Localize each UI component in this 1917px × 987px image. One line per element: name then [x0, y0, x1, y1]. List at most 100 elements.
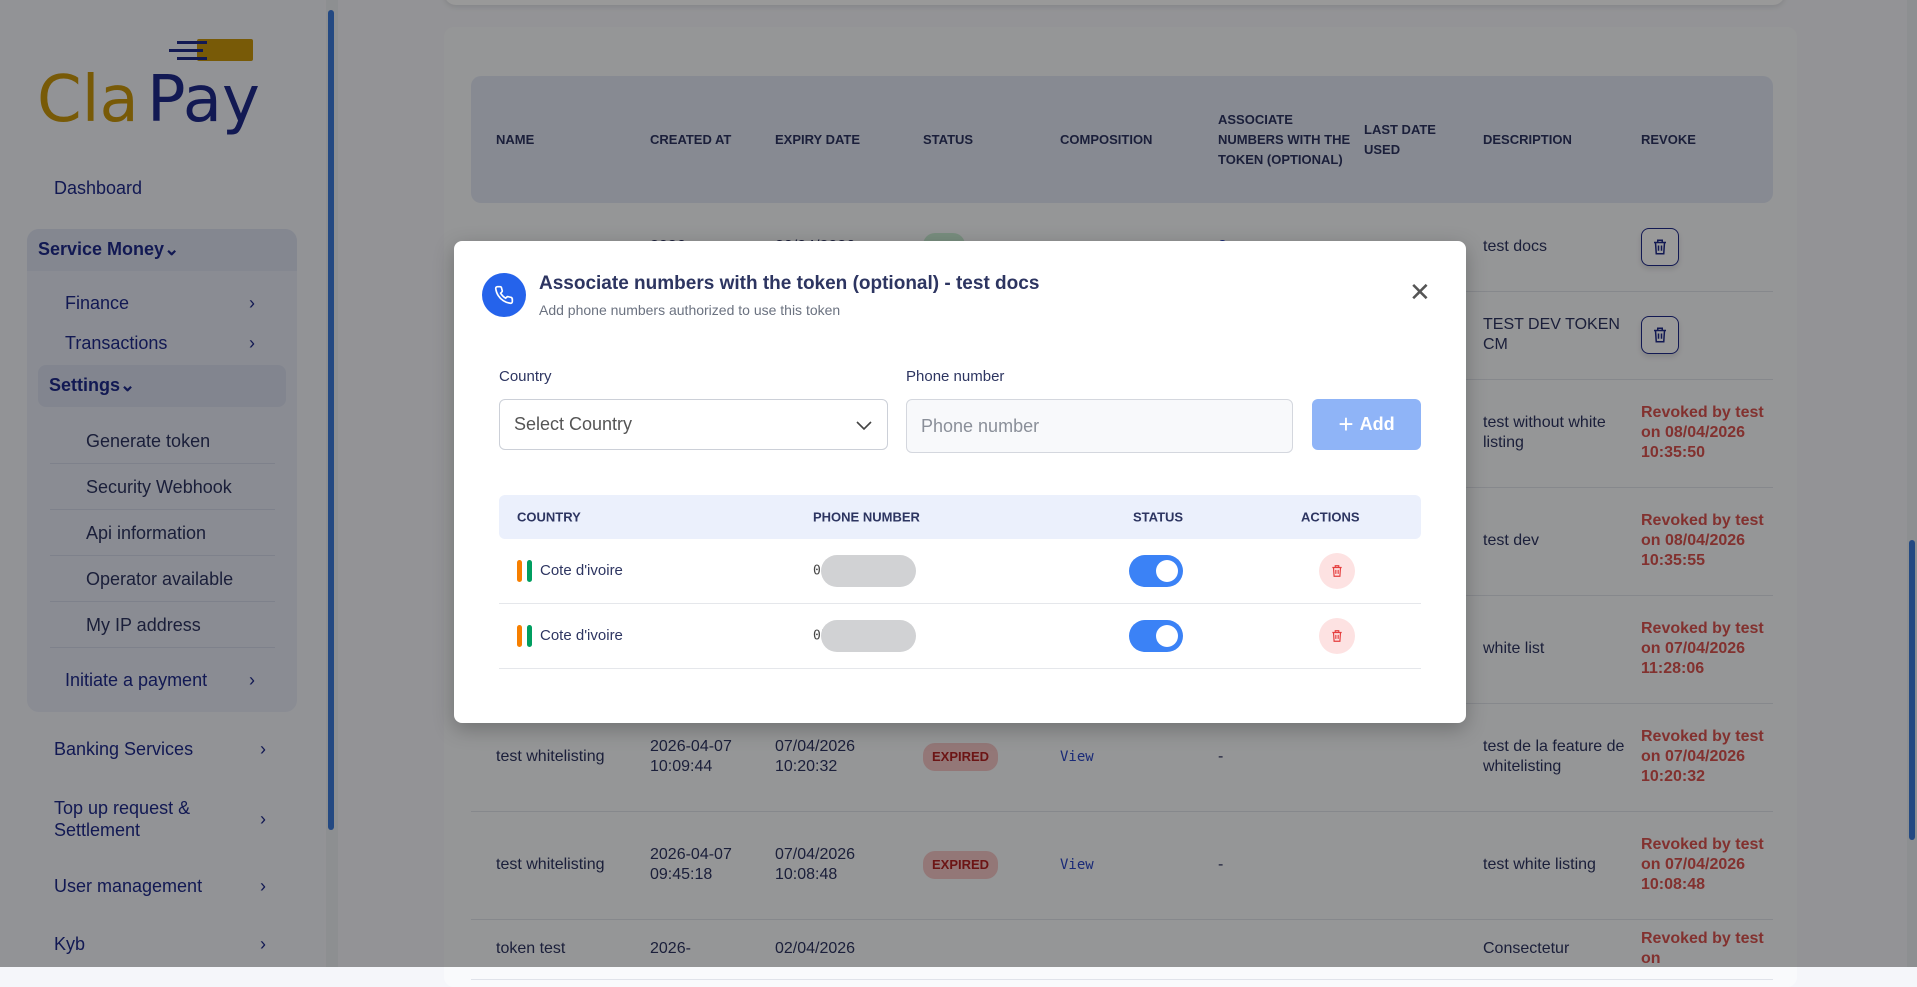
modal-title: Associate numbers with the token (option…: [539, 273, 1040, 294]
revoke-button[interactable]: [1641, 227, 1679, 266]
chevron-down-icon: [856, 420, 872, 430]
numbers-table: COUNTRY PHONE NUMBER STATUS ACTIONS Cote…: [499, 495, 1421, 669]
col-header: ASSOCIATE NUMBERS WITH THE TOKEN (OPTION…: [1218, 76, 1364, 203]
delete-number-button[interactable]: [1319, 553, 1355, 589]
svg-text:Cla: Cla: [37, 63, 139, 137]
chevron-down-icon: ⌄: [120, 375, 136, 395]
sidebar-item-security-webhook[interactable]: Security Webhook: [50, 464, 275, 510]
trash-icon: [1654, 327, 1666, 343]
col-header: COMPOSITION: [1060, 76, 1218, 203]
delete-number-button[interactable]: [1319, 618, 1355, 654]
cell-revoke: Revoked by test on 08/04/2026 10:35:50: [1641, 379, 1773, 488]
label: Settings: [49, 375, 121, 395]
table-row: test whitelisting 2026-04-07 09:45:18 07/0…: [471, 811, 1773, 920]
cell-description: test without white listing: [1483, 379, 1641, 488]
revoked-text: Revoked by test on 07/04/2026 11:28:06: [1641, 620, 1764, 677]
add-button[interactable]: + Add: [1312, 399, 1421, 450]
numbers-table-header: COUNTRY PHONE NUMBER STATUS ACTIONS: [499, 495, 1421, 539]
sidebar-item-api-information[interactable]: Api information: [50, 510, 275, 556]
cell-created: 2026-04-07 09:45:18: [650, 811, 775, 920]
cell-description: test docs: [1483, 203, 1641, 292]
cell-revoke: Revoked by test on 07/04/2026 10:08:48: [1641, 811, 1773, 920]
revoke-button[interactable]: [1641, 316, 1679, 354]
chevron-right-icon: ›: [249, 293, 255, 313]
cell-revoke: Revoked by test on 07/04/2026 10:20:32: [1641, 703, 1773, 812]
trash-icon: [1332, 565, 1342, 577]
svg-text:Pay: Pay: [147, 63, 260, 137]
view-link[interactable]: View: [1060, 749, 1094, 765]
col-header: REVOKE: [1641, 76, 1773, 203]
col-header: CREATED AT: [650, 76, 775, 203]
cell-status: EXPIRED: [923, 811, 1060, 920]
label: User management: [54, 876, 203, 896]
associate-numbers-modal: Associate numbers with the token (option…: [454, 241, 1466, 723]
sidebar-item-user-management[interactable]: User management ›: [54, 876, 266, 897]
service-money-header-bg: [27, 229, 297, 271]
chevron-right-icon: ›: [249, 333, 255, 353]
col-header: DESCRIPTION: [1483, 76, 1641, 203]
scrollbar-thumb[interactable]: [1909, 540, 1915, 840]
col-phone: PHONE NUMBER: [813, 509, 920, 525]
scrollbar-thumb[interactable]: [328, 10, 334, 830]
label: Top up request & Settlement: [54, 798, 191, 840]
chevron-right-icon: ›: [260, 739, 266, 759]
country-name: Cote d'ivoire: [540, 626, 623, 644]
label: Service Money: [38, 239, 165, 259]
col-header: LAST DATE USED: [1364, 76, 1483, 203]
revoked-text: Revoked by test on: [1641, 930, 1764, 967]
add-label: Add: [1359, 414, 1395, 434]
sidebar-item-operator-available[interactable]: Operator available: [50, 556, 275, 602]
plus-icon: +: [1338, 409, 1354, 439]
country-select[interactable]: Select Country: [499, 399, 888, 450]
status-toggle[interactable]: [1129, 620, 1183, 652]
cell-description: test dev: [1483, 487, 1641, 596]
country-select-value: Select Country: [514, 414, 633, 434]
phone-cell: 05: [813, 620, 916, 652]
phone-cell: 01: [813, 555, 916, 587]
sidebar-item-finance[interactable]: Finance ›: [65, 293, 255, 314]
chevron-right-icon: ›: [249, 670, 255, 690]
sidebar-item-banking[interactable]: Banking Services ›: [54, 739, 266, 760]
sidebar-item-topup[interactable]: Top up request & Settlement ›: [54, 797, 266, 841]
top-card: [444, 0, 1785, 5]
country-label: Country: [499, 368, 552, 385]
sidebar-item-generate-token[interactable]: Generate token: [50, 418, 275, 464]
cell-last: [1364, 811, 1483, 920]
phone-number-input[interactable]: [906, 399, 1293, 453]
cell-associate: -: [1218, 811, 1364, 920]
service-money-group: [27, 229, 297, 712]
revoked-text: Revoked by test on 08/04/2026 10:35:50: [1641, 404, 1764, 461]
number-row: Cote d'ivoire 01: [499, 539, 1421, 604]
status-badge: EXPIRED: [923, 743, 999, 771]
sidebar-item-initiate-payment[interactable]: Initiate a payment ›: [65, 670, 255, 691]
chevron-right-icon: ›: [260, 934, 266, 954]
label: Initiate a payment: [65, 670, 208, 690]
ivory-coast-flag-icon: [517, 625, 532, 647]
trash-icon: [1332, 630, 1342, 642]
revoked-text: Revoked by test on 07/04/2026 10:08:48: [1641, 836, 1764, 893]
settings-header-bg: [38, 365, 286, 407]
col-status: STATUS: [1133, 509, 1184, 525]
modal-subtitle: Add phone numbers authorized to use this…: [539, 302, 841, 318]
page-scrollbar[interactable]: [1907, 0, 1917, 967]
status-toggle[interactable]: [1129, 555, 1183, 587]
trash-icon: [1654, 239, 1666, 255]
col-header: NAME: [471, 76, 650, 203]
sidebar-scrollbar[interactable]: [326, 0, 338, 967]
sidebar-item-kyb[interactable]: Kyb ›: [54, 934, 266, 955]
chevron-right-icon: ›: [260, 876, 266, 896]
sidebar-item-my-ip-address[interactable]: My IP address: [50, 602, 275, 648]
sidebar-item-service-money[interactable]: Service Money ⌄: [38, 239, 179, 260]
label: Banking Services: [54, 739, 194, 759]
close-icon[interactable]: ✕: [1409, 277, 1431, 307]
ivory-coast-flag-icon: [517, 560, 532, 582]
col-header: EXPIRY DATE: [775, 76, 923, 203]
sidebar-item-dashboard[interactable]: Dashboard: [54, 178, 142, 199]
view-link[interactable]: View: [1060, 857, 1094, 873]
cell-revoke: Revoked by test on 08/04/2026 10:35:55: [1641, 487, 1773, 596]
col-country: COUNTRY: [517, 509, 581, 525]
phone-icon: [482, 273, 526, 317]
sidebar-item-transactions[interactable]: Transactions ›: [65, 333, 255, 354]
cell-revoke: [1641, 291, 1773, 380]
sidebar-item-settings[interactable]: Settings ⌄: [49, 375, 135, 396]
